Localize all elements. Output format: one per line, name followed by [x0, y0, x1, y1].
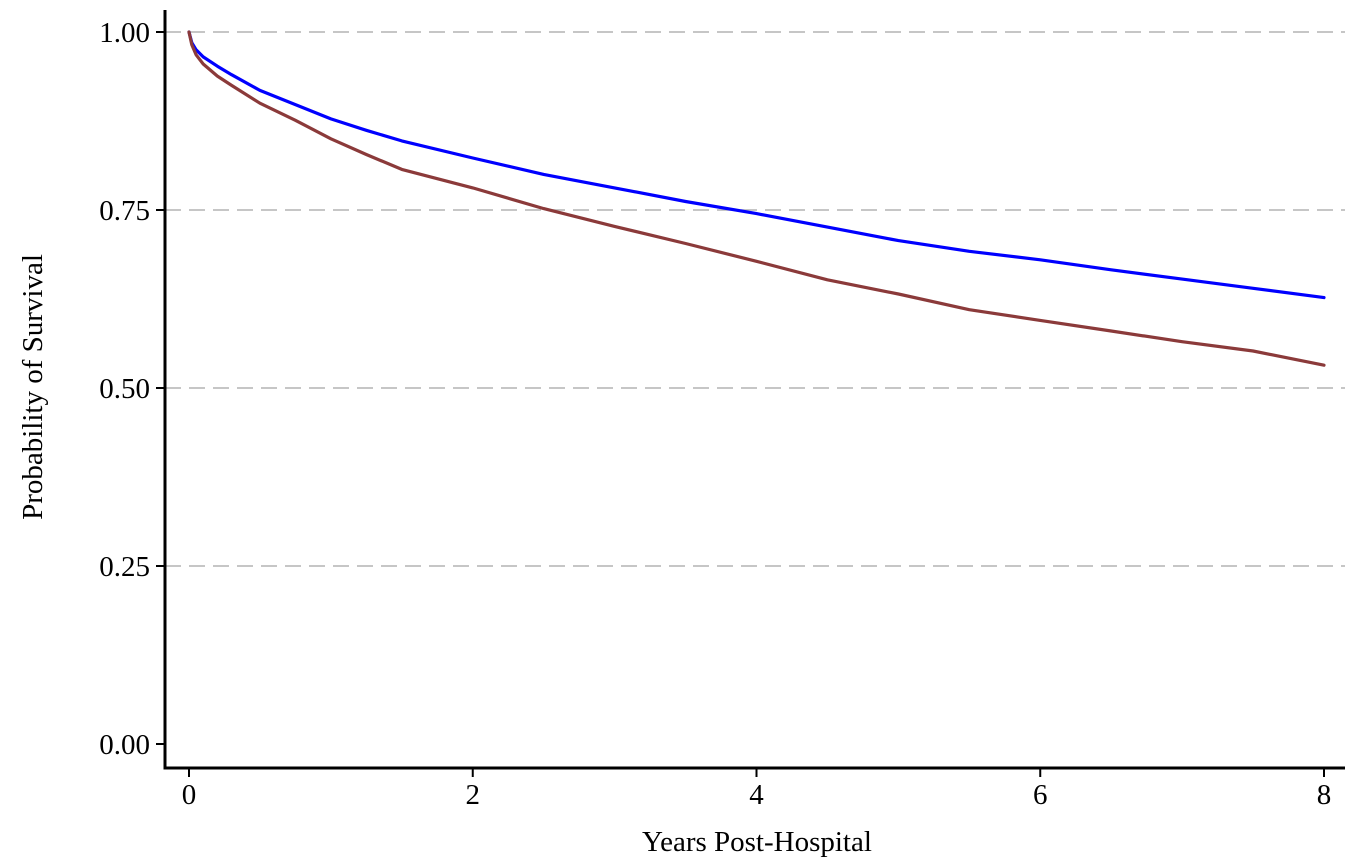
x-tick-label: 2: [466, 779, 481, 811]
x-tick-label: 0: [182, 779, 197, 811]
series-line-1: [187, 30, 1326, 300]
y-tick-label: 0.25: [99, 551, 150, 583]
x-ticks: 0 2 4 6 8: [182, 768, 1332, 811]
y-tick-label: 0.75: [99, 195, 150, 227]
series-lines: [187, 30, 1326, 367]
y-tick-label: 0.00: [99, 729, 150, 761]
x-axis-title: Years Post-Hospital: [642, 826, 872, 858]
series-line-2: [187, 30, 1326, 367]
y-tick-label: 1.00: [99, 17, 150, 49]
grid-lines: [165, 31, 1345, 567]
y-ticks: 0.00 0.25 0.50 0.75 1.00: [99, 17, 165, 761]
x-tick-label: 8: [1317, 779, 1332, 811]
x-tick-label: 6: [1033, 779, 1048, 811]
y-tick-label: 0.50: [99, 373, 150, 405]
y-axis-title: Probability of Survival: [17, 254, 49, 520]
x-tick-label: 4: [749, 779, 764, 811]
